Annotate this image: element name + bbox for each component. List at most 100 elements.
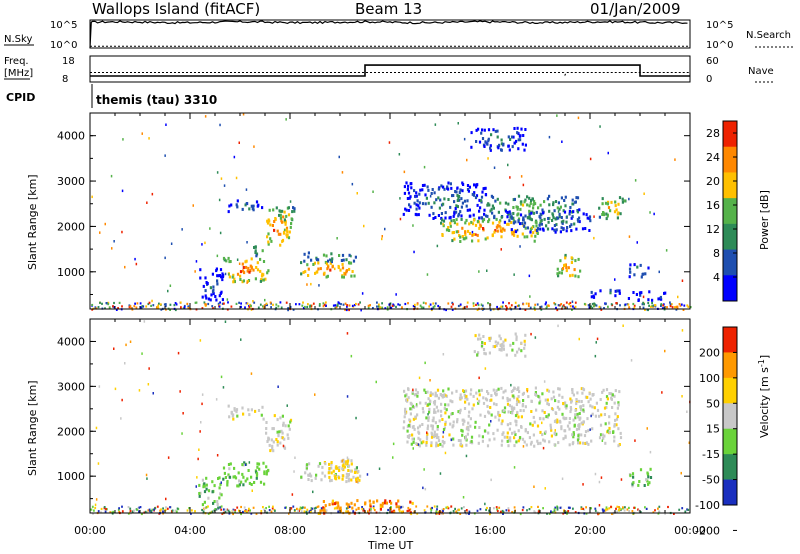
heatmap-cell: [481, 137, 485, 140]
heatmap-cell: [246, 269, 249, 273]
heatmap-cell: [139, 506, 142, 509]
heatmap-cell: [562, 416, 565, 420]
heatmap-cell: [255, 473, 259, 477]
heatmap-cell: [569, 224, 572, 228]
heatmap-cell: [367, 304, 370, 307]
heatmap-cell: [409, 205, 412, 209]
heatmap-cell: [347, 503, 350, 507]
heatmap-cell: [323, 303, 326, 306]
heatmap-cell: [600, 476, 603, 479]
heatmap-cell: [533, 510, 536, 513]
heatmap-cell: [352, 510, 355, 513]
heatmap-cell: [583, 434, 587, 438]
heatmap-cell: [422, 301, 425, 304]
heatmap-cell: [506, 402, 510, 406]
heatmap-cell: [618, 506, 620, 509]
heatmap-cell: [678, 508, 681, 511]
heatmap-cell: [466, 184, 470, 187]
heatmap-cell: [590, 305, 593, 308]
heatmap-cell: [591, 412, 594, 416]
heatmap-cell: [266, 219, 269, 223]
heatmap-cell: [281, 220, 284, 224]
heatmap-cell: [261, 206, 264, 210]
heatmap-cell: [355, 416, 357, 420]
heatmap-cell: [282, 421, 285, 425]
heatmap-cell: [566, 215, 568, 218]
heatmap-cell: [330, 471, 333, 475]
heatmap-cell: [524, 333, 527, 337]
heatmap-cell: [553, 209, 556, 213]
heatmap-cell: [628, 510, 631, 513]
heatmap-cell: [486, 269, 488, 272]
heatmap-cell: [320, 478, 323, 482]
heatmap-cell: [616, 216, 619, 220]
heatmap-cell: [202, 284, 205, 288]
heatmap-cell: [268, 219, 271, 223]
heatmap-cell: [648, 481, 651, 485]
heatmap-cell: [426, 432, 429, 436]
heatmap-cell: [501, 305, 504, 308]
heatmap-cell: [421, 202, 425, 206]
heatmap-cell: [463, 393, 466, 397]
heatmap-cell: [528, 436, 531, 440]
heatmap-cell: [577, 257, 580, 261]
heatmap-cell: [351, 182, 354, 186]
heatmap-cell: [494, 415, 497, 419]
heatmap-cell: [484, 237, 487, 241]
heatmap-cell: [255, 200, 259, 204]
heatmap-cell: [378, 303, 380, 306]
heatmap-cell: [388, 303, 391, 306]
heatmap-cell: [484, 193, 488, 197]
heatmap-cell: [520, 202, 523, 206]
heatmap-cell: [479, 206, 482, 210]
heatmap-cell: [271, 444, 274, 448]
heatmap-cell: [574, 200, 577, 204]
heatmap-cell: [309, 509, 312, 512]
nave-tick-bottom: 0: [706, 74, 712, 85]
heatmap-cell: [139, 302, 142, 305]
heatmap-cell: [611, 512, 613, 515]
heatmap-cell: [433, 305, 436, 308]
heatmap-cell: [202, 485, 205, 489]
heatmap-cell: [207, 302, 210, 306]
heatmap-cell: [205, 506, 208, 509]
heatmap-cell: [567, 510, 570, 513]
heatmap-cell: [605, 506, 608, 509]
heatmap-cell: [657, 297, 660, 301]
heatmap-cell: [493, 437, 496, 441]
heatmap-cell: [204, 276, 207, 280]
heatmap-cell: [350, 459, 353, 463]
heatmap-cell: [468, 512, 470, 515]
heatmap-cell: [268, 443, 271, 447]
heatmap-cell: [455, 230, 458, 234]
heatmap-cell: [588, 392, 591, 396]
date-title: 01/Jan/2009: [590, 0, 681, 18]
heatmap-cell: [424, 401, 427, 405]
heatmap-cell: [282, 423, 285, 427]
heatmap-cell: [217, 302, 220, 305]
heatmap-cell: [283, 218, 286, 222]
heatmap-cell: [605, 217, 608, 221]
heatmap-cell: [608, 415, 611, 419]
heatmap-cell: [452, 443, 455, 447]
heatmap-cell: [524, 405, 527, 409]
heatmap-cell: [164, 154, 166, 157]
heatmap-cell: [144, 510, 147, 513]
heatmap-cell: [578, 337, 580, 341]
heatmap-cell: [512, 394, 515, 398]
heatmap-cell: [472, 394, 475, 398]
heatmap-cell: [479, 224, 482, 228]
heatmap-cell: [508, 148, 511, 152]
heatmap-cell: [520, 425, 523, 429]
heatmap-cell: [465, 218, 468, 222]
heatmap-cell: [222, 386, 225, 389]
heatmap-cell: [423, 165, 426, 169]
heatmap-cell: [476, 509, 479, 512]
heatmap-cell: [429, 391, 432, 395]
heatmap-cell: [349, 261, 353, 265]
heatmap-cell: [646, 479, 649, 483]
heatmap-cell: [156, 505, 159, 508]
heatmap-cell: [666, 306, 668, 309]
heatmap-cell: [91, 303, 94, 307]
heatmap-cell: [491, 234, 494, 238]
